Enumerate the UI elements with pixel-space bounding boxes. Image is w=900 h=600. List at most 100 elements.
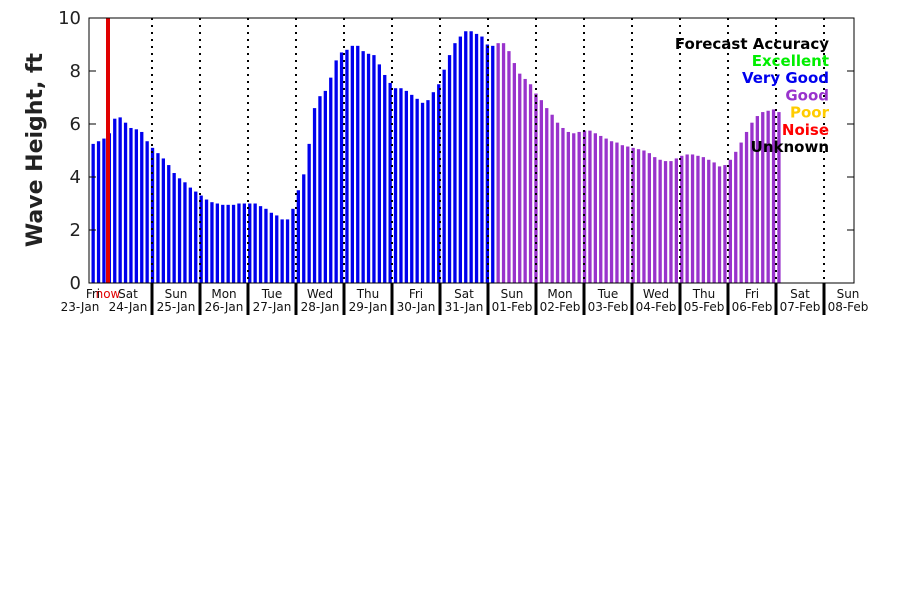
bar-very-good-45 [334,60,338,284]
bar-very-good-15 [172,173,176,283]
bar-good-2 [507,51,511,284]
bar-good-9 [545,108,549,283]
bar-very-good-58 [404,90,408,284]
bar-good-35 [685,154,689,283]
bar-very-good-28 [242,203,246,283]
day-date-5: 28-Jan [301,300,340,314]
y-axis: 0 2 4 6 8 10 [58,8,854,294]
bar-very-good-13 [161,158,165,283]
legend-entry-poor: Poor [790,104,830,122]
day-date-14: 06-Feb [732,300,773,314]
bar-very-good-35 [280,219,284,283]
bar-good-32 [669,161,673,283]
bar-very-good-68 [458,36,462,283]
bar-good-14 [572,133,576,283]
bar-very-good-17 [183,182,187,283]
bar-very-good-24 [221,204,225,283]
bar-good-18 [593,133,597,283]
bar-good-36 [690,154,695,283]
bar-very-good-16 [177,178,182,283]
bar-very-good-9 [140,131,144,283]
bar-very-good-5 [118,117,122,284]
bar-very-good-21 [204,199,209,283]
day-name-8: Sat [454,287,474,301]
bar-good-21 [609,141,614,283]
bar-very-good-19 [194,191,198,283]
bar-very-good-55 [388,82,392,284]
bar-very-good-52 [372,55,376,283]
bar-very-good-56 [393,88,398,283]
x-axis: Fri23-JanSat24-JanSun25-JanMon26-JanTue2… [61,287,869,314]
plot-frame [88,17,855,284]
bar-very-good-26 [231,204,236,283]
bar-very-good-20 [199,195,203,283]
bar-very-good-64 [437,84,441,283]
bar-good-31 [663,161,668,283]
bar-very-good-72 [480,36,484,283]
day-name-2: Sun [165,287,188,301]
day-date-12: 04-Feb [636,300,677,314]
legend-entry-very-good: Very Good [742,69,829,87]
bar-very-good-33 [269,212,273,283]
bar-very-good-60 [415,98,419,283]
bar-good-15 [577,131,581,283]
bar-very-good-62 [426,100,430,284]
bar-good-30 [658,159,662,283]
bar-good-43 [728,159,732,283]
bar-good-27 [642,150,646,283]
day-date-10: 02-Feb [540,300,581,314]
bar-very-good-30 [253,203,257,283]
bar-very-good-57 [399,88,403,283]
day-date-2: 25-Jan [157,300,196,314]
bar-good-26 [636,149,641,283]
bar-very-good-61 [420,102,425,283]
bar-good-25 [631,147,635,283]
bar-good-28 [647,153,651,283]
bar-very-good-7 [129,127,133,283]
day-name-7: Fri [409,287,423,301]
bar-very-good-73 [485,44,489,283]
bar-very-good-38 [296,190,300,283]
bar-good-34 [680,155,684,283]
day-date-6: 29-Jan [349,300,388,314]
bar-good-47 [750,122,754,284]
bar-good-50 [766,110,770,283]
bar-good-51 [771,109,776,283]
bar-good-3 [512,63,516,283]
bar-very-good-69 [464,31,468,283]
day-name-13: Thu [692,287,716,301]
bar-good-20 [604,138,608,283]
bar-good-46 [744,131,749,283]
bar-very-good-41 [312,108,317,283]
y-axis-label: Wave Height, ft [23,52,48,247]
day-date-15: 07-Feb [780,300,821,314]
bar-good-17 [588,130,592,284]
day-name-16: Sun [837,287,860,301]
bar-very-good-49 [356,45,360,283]
day-date-7: 30-Jan [397,300,436,314]
y-tick-label-10: 10 [58,8,81,29]
bar-very-good-54 [383,74,387,283]
day-name-6: Thu [356,287,380,301]
bar-very-good-34 [275,215,279,283]
bar-very-good-65 [442,69,446,283]
legend-entry-unknown: Unknown [751,138,829,156]
bar-good-12 [561,127,565,283]
day-name-9: Sun [501,287,524,301]
bar-very-good-32 [264,208,268,283]
day-separators: now [96,18,826,315]
bar-very-good-6 [123,122,128,284]
bar-very-good-74 [491,45,495,283]
bar-very-good-43 [323,90,327,284]
bar-good-8 [539,100,543,284]
day-date-1: 24-Jan [109,300,148,314]
bar-very-good-37 [291,208,295,283]
bar-good-22 [615,142,619,283]
bar-very-good-51 [366,53,371,283]
bar-very-good-23 [215,203,219,283]
bar-very-good-67 [453,43,457,283]
bar-very-good-0 [91,143,95,284]
bar-good-42 [723,165,727,283]
bar-good-6 [528,84,533,283]
bar-very-good-29 [248,203,252,283]
